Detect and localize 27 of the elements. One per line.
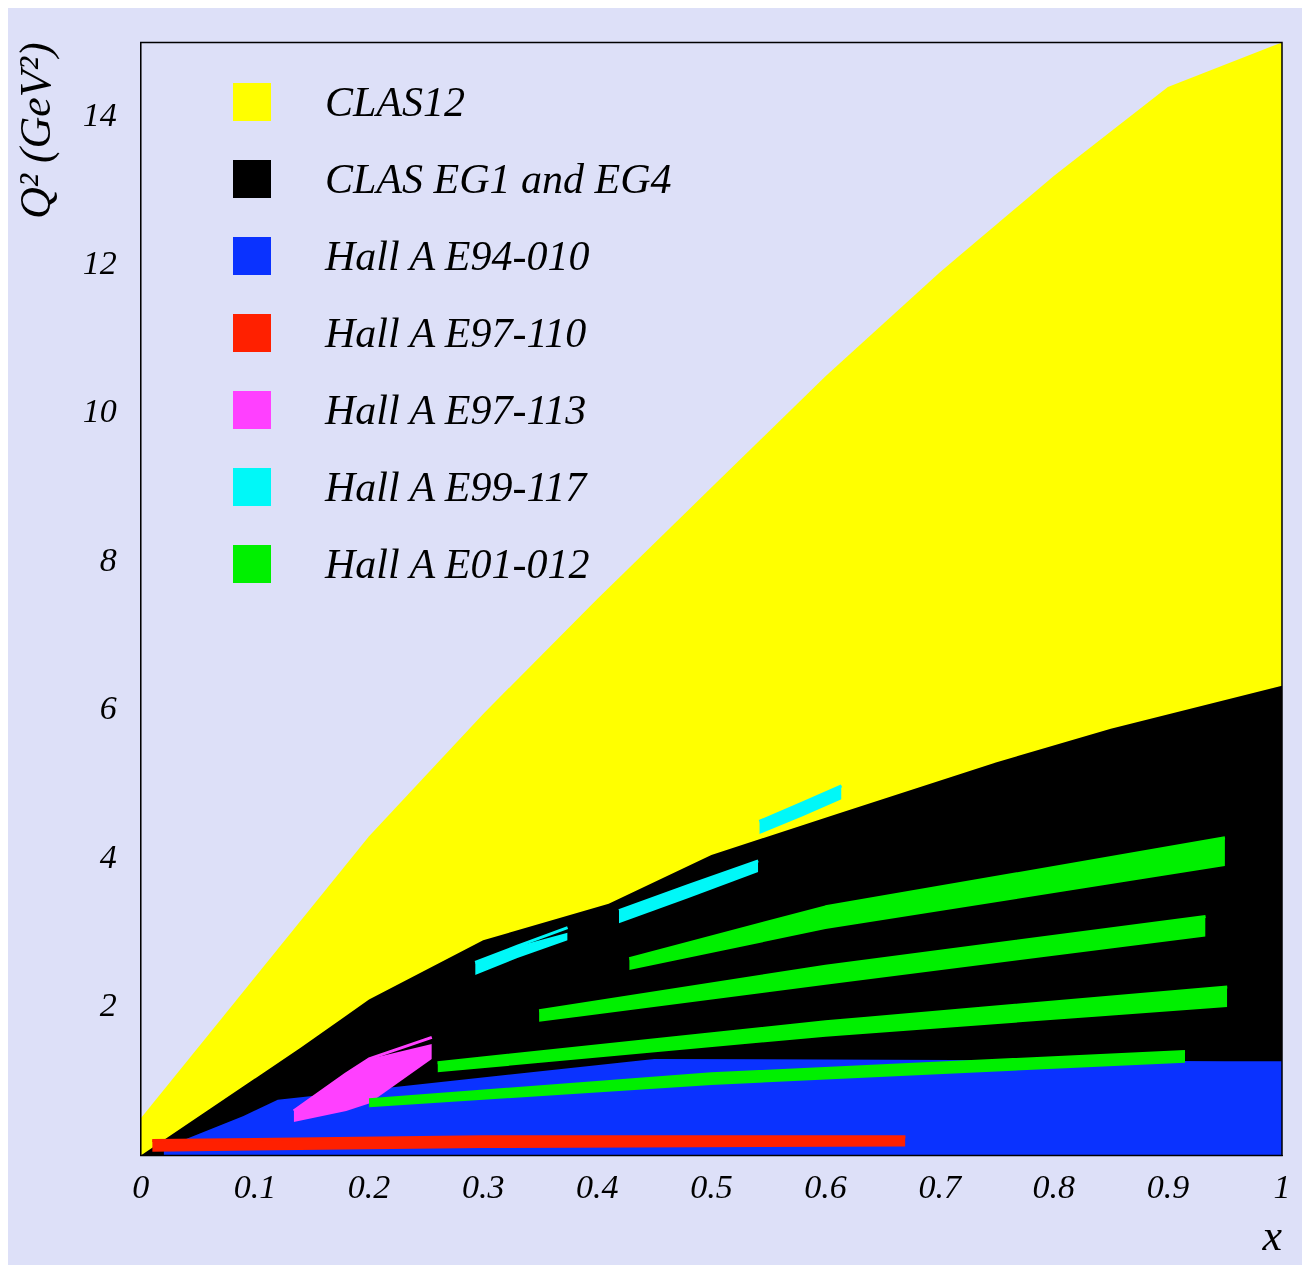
legend-label: Hall A E01-012 <box>325 539 590 588</box>
legend-label: Hall A E99-117 <box>325 462 587 511</box>
legend-label: Hall A E97-113 <box>325 385 587 434</box>
legend-label: Hall A E97-110 <box>325 308 587 357</box>
x-axis-title: x <box>1261 1211 1283 1261</box>
y-tick-label: 4 <box>99 837 117 875</box>
y-tick-label: 12 <box>82 243 117 281</box>
x-tick-label: 0.1 <box>233 1167 277 1205</box>
x-tick-label: 0.8 <box>1032 1167 1076 1205</box>
y-tick-label: 2 <box>99 985 117 1023</box>
y-axis-title: Q² (GeV²) <box>10 42 60 220</box>
y-tick-label: 6 <box>99 689 117 727</box>
x-tick-label: 0.6 <box>804 1167 847 1205</box>
y-tick-label: 8 <box>99 540 117 578</box>
x-tick-label: 0 <box>132 1167 150 1205</box>
y-tick-label: 14 <box>82 95 117 133</box>
legend-label: CLAS EG1 and EG4 <box>325 154 672 203</box>
x-tick-label: 1 <box>1273 1167 1291 1205</box>
x-tick-label: 0.4 <box>576 1167 619 1205</box>
x-tick-label: 0.5 <box>690 1167 733 1205</box>
x-tick-label: 0.9 <box>1146 1167 1190 1205</box>
x-tick-label: 0.7 <box>918 1167 963 1205</box>
legend-label: CLAS12 <box>325 77 466 126</box>
legend-label: Hall A E94-010 <box>325 231 590 280</box>
y-tick-label: 10 <box>82 392 117 430</box>
x-tick-label: 0.3 <box>461 1167 505 1205</box>
x-tick-label: 0.2 <box>347 1167 391 1205</box>
